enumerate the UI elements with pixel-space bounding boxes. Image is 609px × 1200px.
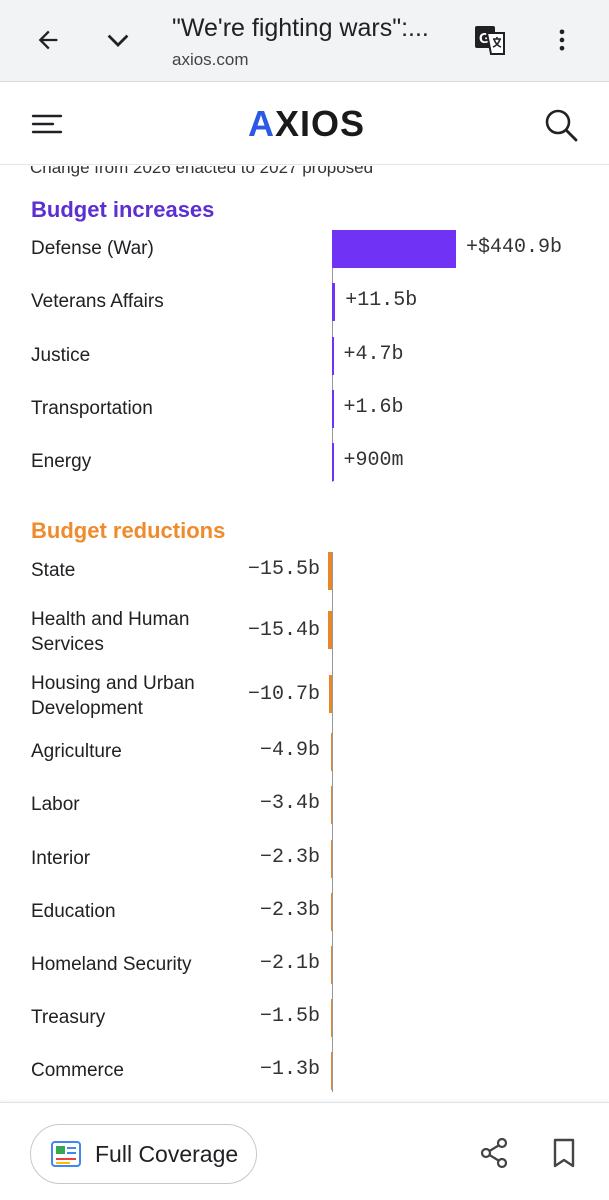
reduction-value-agriculture: −4.9b xyxy=(259,739,320,763)
share-icon xyxy=(480,1137,508,1169)
site-header: AXIOS xyxy=(0,83,609,165)
back-arrow-icon xyxy=(38,30,58,50)
full-coverage-label: Full Coverage xyxy=(95,1140,239,1167)
logo-a: A xyxy=(248,103,275,144)
increase-label-transportation: Transportation xyxy=(31,397,153,419)
share-button[interactable] xyxy=(474,1133,514,1173)
increase-value-veterans-affairs: +11.5b xyxy=(345,289,418,313)
reduction-bar-housing-and-urban-development xyxy=(329,675,332,714)
reduction-bar-interior xyxy=(330,839,332,878)
translate-button[interactable]: G xyxy=(464,14,516,66)
search-icon xyxy=(545,109,578,142)
reduction-bar-treasury xyxy=(330,999,332,1038)
reduction-label-health-and-human-services: Health and Human Services xyxy=(31,609,190,656)
bottom-bar: Full Coverage xyxy=(0,1102,609,1200)
increase-label-veterans-affairs: Veterans Affairs xyxy=(31,291,164,313)
increase-label-defense-war: Defense (War) xyxy=(31,238,154,259)
reduction-value-commerce: −1.3b xyxy=(259,1058,320,1082)
increase-bar-transportation xyxy=(332,389,334,428)
reduction-value-interior: −2.3b xyxy=(259,845,320,869)
increase-label-justice: Justice xyxy=(31,344,91,366)
translate-icon: G xyxy=(475,26,505,55)
reduction-value-treasury: −1.5b xyxy=(259,1005,320,1029)
reductions-axis xyxy=(332,552,333,1092)
reduction-bar-health-and-human-services xyxy=(328,611,332,650)
svg-text:G: G xyxy=(479,30,491,47)
reduction-value-housing-and-urban-development: −10.7b xyxy=(247,683,320,707)
reduction-bar-state xyxy=(328,552,332,590)
increase-bar-justice xyxy=(332,336,334,375)
increase-bar-energy xyxy=(332,443,334,482)
reduction-label-education: Education xyxy=(31,900,116,922)
reduction-label-labor: Labor xyxy=(31,794,80,816)
increases-title: Budget increases xyxy=(31,197,215,222)
search-button[interactable] xyxy=(543,107,579,143)
hamburger-menu-icon xyxy=(31,114,63,134)
reduction-label-agriculture: Agriculture xyxy=(31,741,122,763)
increase-label-energy: Energy xyxy=(31,451,92,473)
reduction-bar-agriculture xyxy=(330,733,332,772)
more-vert-icon xyxy=(559,29,565,51)
reduction-bar-education xyxy=(330,892,332,931)
reduction-label-state: State xyxy=(31,560,76,581)
reduction-bar-commerce xyxy=(330,1052,332,1091)
reduction-label-homeland-security: Homeland Security xyxy=(31,954,192,975)
reduction-label-commerce: Commerce xyxy=(31,1060,124,1082)
reduction-bar-labor xyxy=(330,786,332,825)
bookmark-button[interactable] xyxy=(544,1133,584,1173)
reduction-value-education: −2.3b xyxy=(259,898,320,922)
increase-value-transportation: +1.6b xyxy=(343,395,404,419)
logo-rest: XIOS xyxy=(275,103,366,144)
more-options-button[interactable] xyxy=(536,14,588,66)
chevron-down-icon xyxy=(107,34,129,47)
reductions-title: Budget reductions xyxy=(31,518,226,543)
reduction-value-labor: −3.4b xyxy=(259,792,320,816)
collapse-button[interactable] xyxy=(92,14,144,66)
increase-value-defense-war: +$440.9b xyxy=(466,236,563,259)
page-title: "We're fighting wars":... xyxy=(172,14,429,42)
reduction-bar-homeland-security xyxy=(330,946,332,984)
bookmark-icon xyxy=(553,1138,575,1168)
reduction-label-treasury: Treasury xyxy=(31,1007,106,1029)
full-coverage-icon xyxy=(51,1141,81,1167)
increase-value-justice: +4.7b xyxy=(343,342,404,366)
reduction-value-homeland-security: −2.1b xyxy=(259,952,320,975)
increase-bar-veterans-affairs xyxy=(332,283,336,322)
back-button[interactable] xyxy=(22,14,74,66)
reduction-label-housing-and-urban-development: Housing and Urban Development xyxy=(31,673,195,720)
page-url: axios.com xyxy=(172,50,249,69)
increase-value-energy: +900m xyxy=(343,449,404,473)
reduction-value-health-and-human-services: −15.4b xyxy=(247,619,320,643)
browser-toolbar: "We're fighting wars":... axios.com G xyxy=(0,0,609,82)
full-coverage-button[interactable]: Full Coverage xyxy=(30,1124,257,1184)
menu-button[interactable] xyxy=(30,109,64,139)
increase-bar-defense-war xyxy=(332,230,456,268)
budget-chart: Change from 2026 enacted to 2027 propose… xyxy=(0,166,609,1102)
reduction-value-state: −15.5b xyxy=(247,558,320,581)
chart-subtitle: Change from 2026 enacted to 2027 propose… xyxy=(30,166,374,177)
axios-logo[interactable]: AXIOS xyxy=(248,103,365,145)
reduction-label-interior: Interior xyxy=(31,847,91,869)
